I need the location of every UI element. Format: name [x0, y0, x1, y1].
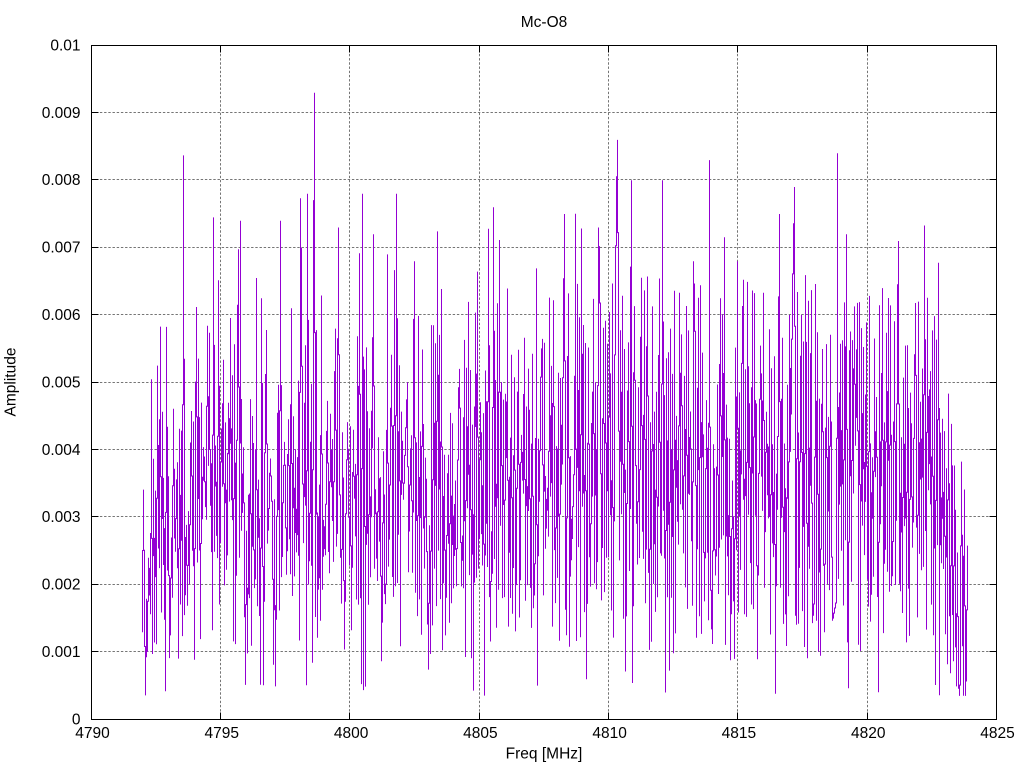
- svg-text:0.001: 0.001: [42, 644, 81, 661]
- svg-text:4805: 4805: [463, 725, 497, 742]
- svg-text:4790: 4790: [75, 725, 110, 742]
- svg-text:0: 0: [72, 711, 81, 728]
- svg-text:0.004: 0.004: [42, 442, 81, 459]
- svg-text:0.006: 0.006: [42, 307, 81, 324]
- svg-text:0.002: 0.002: [42, 577, 81, 594]
- svg-text:0.008: 0.008: [42, 172, 81, 189]
- svg-text:Amplitude: Amplitude: [3, 348, 20, 417]
- svg-text:Freq [MHz]: Freq [MHz]: [506, 746, 583, 763]
- svg-text:4800: 4800: [334, 725, 369, 742]
- svg-text:Mc-O8: Mc-O8: [521, 14, 568, 31]
- svg-text:4825: 4825: [980, 725, 1014, 742]
- svg-text:0.007: 0.007: [42, 240, 81, 257]
- svg-text:4815: 4815: [722, 725, 756, 742]
- svg-text:0.01: 0.01: [50, 37, 80, 54]
- svg-text:4795: 4795: [205, 725, 239, 742]
- svg-text:0.005: 0.005: [42, 374, 81, 391]
- svg-text:4810: 4810: [592, 725, 627, 742]
- svg-text:0.009: 0.009: [42, 105, 81, 122]
- svg-text:0.003: 0.003: [42, 509, 81, 526]
- svg-text:4820: 4820: [851, 725, 886, 742]
